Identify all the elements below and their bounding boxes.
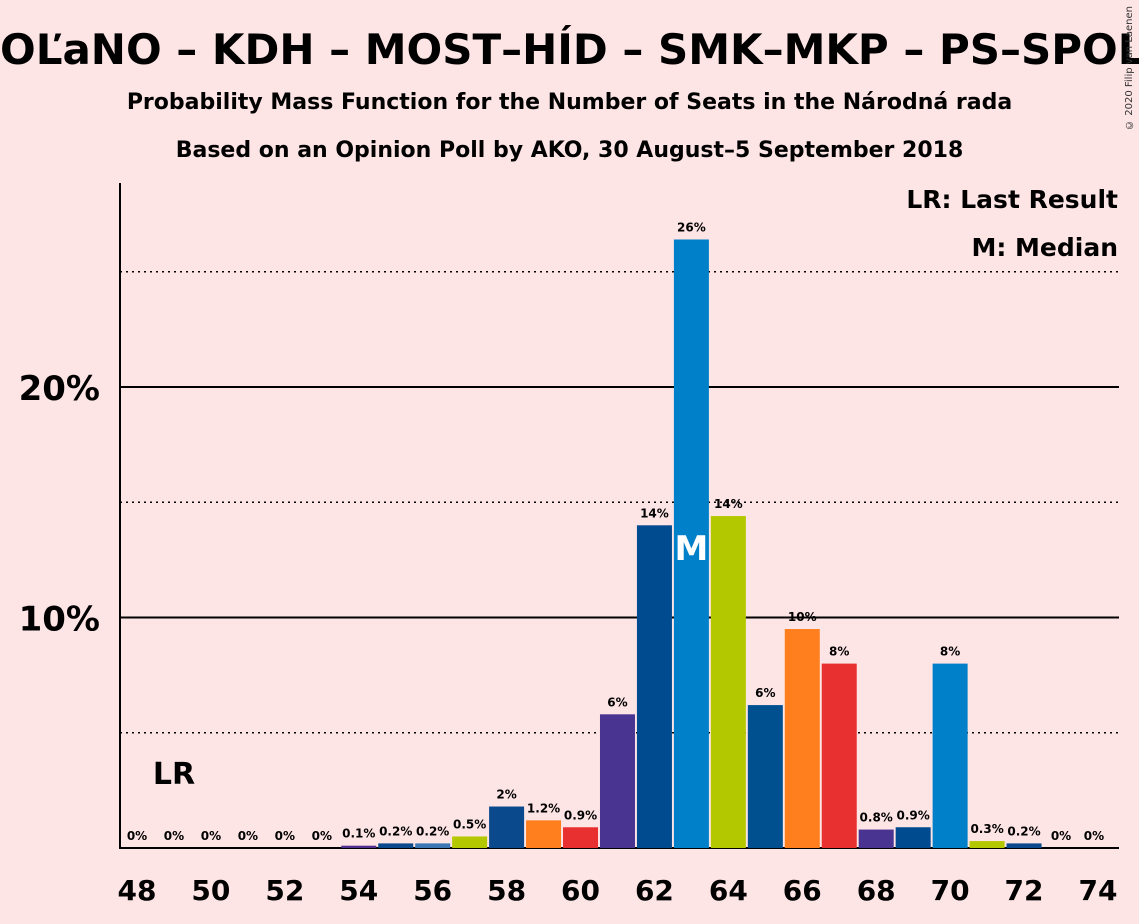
x-tick-label: 54: [339, 874, 378, 907]
bar-value-label: 0%: [127, 829, 147, 843]
chart-subtitle: Probability Mass Function for the Number…: [126, 90, 1013, 115]
x-tick-label: 74: [1078, 874, 1117, 907]
bar-value-label: 0.2%: [1007, 824, 1040, 838]
x-tick-label: 58: [487, 874, 526, 907]
bar: [969, 841, 1005, 848]
x-tick-label: 68: [857, 874, 896, 907]
bar: [489, 806, 525, 848]
x-tick-label: 60: [561, 874, 600, 907]
bar-value-label: 0%: [164, 829, 184, 843]
x-tick-label: 70: [931, 874, 970, 907]
bar-value-label: 14%: [640, 506, 669, 520]
bar-value-label: 0%: [1084, 829, 1104, 843]
x-tick-label: 50: [191, 874, 230, 907]
bar-value-label: 8%: [940, 645, 960, 659]
x-tick-label: 48: [118, 874, 157, 907]
bar: [895, 827, 931, 848]
bar: [599, 714, 635, 848]
x-tick-label: 62: [635, 874, 674, 907]
bar-value-label: 8%: [829, 645, 849, 659]
bar-value-label: 0.5%: [453, 817, 486, 831]
bar-value-label: 0%: [1051, 829, 1071, 843]
legend-entry: M: Median: [971, 233, 1118, 262]
bar-value-label: 0.1%: [342, 827, 375, 841]
bar-value-label: 0.8%: [860, 811, 893, 825]
last-result-marker: LR: [153, 757, 195, 792]
bar-value-label: 1.2%: [527, 801, 560, 815]
y-tick-label: 20%: [19, 369, 100, 409]
x-tick-label: 52: [265, 874, 304, 907]
bar-value-label: 0%: [312, 829, 332, 843]
chart-title: OĽaNO – KDH – MOST–HÍD – SMK–MKP – PS–SP…: [0, 25, 1139, 74]
bar-value-label: 0.2%: [379, 824, 412, 838]
y-tick-label: 10%: [19, 600, 100, 640]
bar-value-label: 0.2%: [416, 824, 449, 838]
x-tick-label: 56: [413, 874, 452, 907]
x-tick-label: 72: [1005, 874, 1044, 907]
bar-value-label: 26%: [677, 220, 706, 234]
legend-entry: LR: Last Result: [906, 185, 1118, 214]
bar: [563, 827, 599, 848]
bar-value-label: 10%: [788, 610, 817, 624]
x-tick-label: 64: [709, 874, 748, 907]
bar-value-label: 0%: [275, 829, 295, 843]
bar: [341, 845, 377, 848]
bar: [452, 836, 488, 848]
bar: [858, 829, 894, 848]
bar: [415, 843, 451, 848]
x-tick-label: 66: [783, 874, 822, 907]
bar: [378, 843, 414, 848]
bar: [636, 525, 672, 848]
bar: [526, 820, 562, 848]
bar: [1006, 843, 1042, 848]
bar: [821, 663, 857, 848]
bar: [710, 516, 746, 848]
bar-value-label: 14%: [714, 497, 743, 511]
bar: [784, 629, 820, 848]
chart-source-line: Based on an Opinion Poll by AKO, 30 Augu…: [175, 138, 964, 163]
bar-value-label: 0%: [201, 829, 221, 843]
bar-value-label: 0%: [238, 829, 258, 843]
bar-value-label: 0.9%: [564, 808, 597, 822]
bar-value-label: 6%: [607, 695, 627, 709]
median-marker: M: [674, 529, 708, 569]
bar: [932, 663, 968, 848]
bar-value-label: 0.3%: [970, 822, 1003, 836]
bar-value-label: 2%: [496, 788, 516, 802]
bar: [747, 705, 783, 848]
bar-value-label: 6%: [755, 686, 775, 700]
bar: [673, 239, 709, 849]
bar-value-label: 0.9%: [897, 808, 930, 822]
